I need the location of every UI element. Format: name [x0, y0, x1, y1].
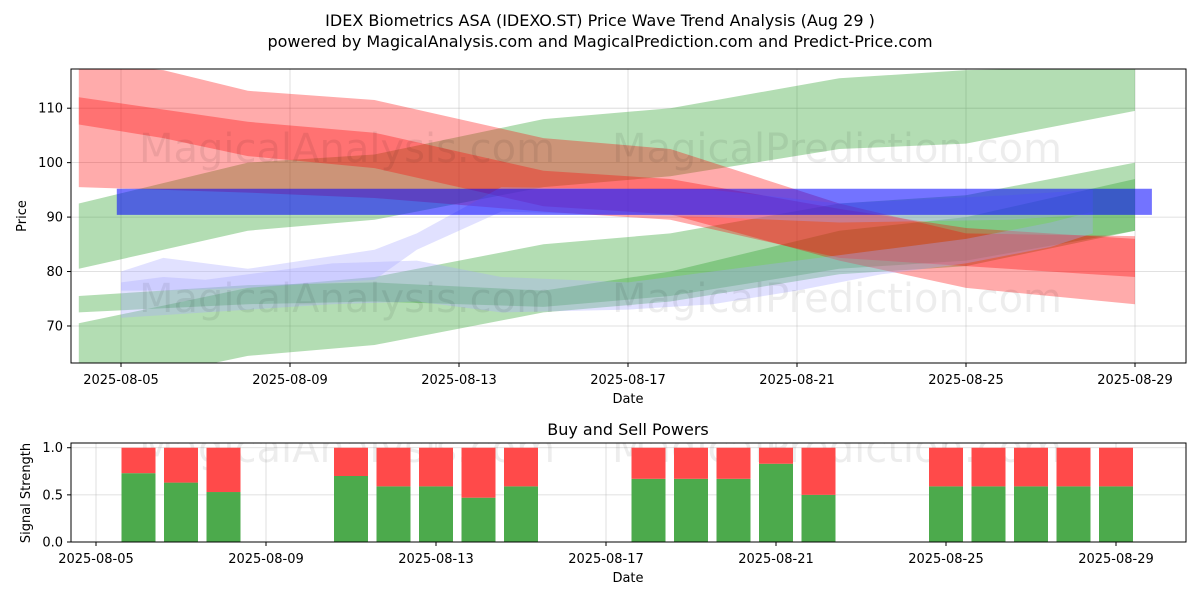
buy-bar: [1056, 486, 1091, 542]
sell-bar: [1099, 447, 1133, 487]
price-x-tick-label: 2025-08-05: [83, 373, 159, 388]
signal-y-tick-label: 0.5: [42, 488, 63, 503]
sell-bar: [674, 447, 708, 479]
price-x-axis-label: Date: [612, 392, 643, 407]
price-y-tick-label: 90: [46, 211, 63, 226]
signal-x-tick-label: 2025-08-09: [228, 552, 304, 567]
figure-title: IDEX Biometrics ASA (IDEXO.ST) Price Wav…: [325, 11, 875, 30]
signal-y-axis: 0.0 0.5 1.0: [42, 441, 71, 551]
buy-bar: [121, 473, 156, 542]
signal-x-tick-label: 2025-08-17: [568, 552, 644, 567]
watermark-text: MagicalPrediction.com: [612, 276, 1062, 322]
signal-x-tick-label: 2025-08-05: [58, 552, 134, 567]
sell-bar: [461, 447, 496, 498]
price-x-tick-label: 2025-08-21: [759, 373, 835, 388]
signal-x-axis: 2025-08-05 2025-08-09 2025-08-13 2025-08-17…: [58, 542, 1154, 567]
buy-bar: [164, 482, 198, 542]
signal-y-tick-label: 0.0: [42, 536, 63, 551]
signal-plot-frame: [70, 442, 1187, 543]
sell-bar: [929, 447, 963, 487]
buy-bar: [334, 476, 368, 542]
watermark-text: MagicalAnalysis.com: [139, 276, 555, 322]
signal-x-axis-label: Date: [612, 571, 643, 586]
sell-bar: [121, 447, 156, 474]
price-band-red: [78, 97, 1135, 277]
price-grid: [71, 69, 1186, 363]
watermark-text: MagicalAnalysis.com: [139, 126, 555, 172]
sell-bar: [759, 447, 793, 464]
signal-x-tick-label: 2025-08-25: [908, 552, 984, 567]
sell-bar: [716, 447, 751, 479]
sell-bar: [164, 447, 198, 483]
buy-bar: [674, 478, 708, 542]
sell-bar: [206, 447, 241, 493]
sell-bar: [1014, 447, 1048, 487]
price-x-tick-label: 2025-08-25: [928, 373, 1004, 388]
watermark-text: MagicalPrediction.com: [612, 126, 1062, 172]
buy-bar: [206, 492, 241, 542]
buy-bar: [971, 486, 1006, 542]
price-band-red: [78, 69, 1135, 305]
signal-y-axis-label: Signal Strength: [19, 443, 34, 543]
price-y-tick-label: 100: [38, 156, 63, 171]
price-x-tick-label: 2025-08-17: [590, 373, 666, 388]
buy-bar: [759, 463, 793, 542]
sell-bar: [971, 447, 1006, 487]
buy-bar: [631, 478, 666, 542]
sell-bar: [334, 447, 368, 476]
price-y-tick-label: 70: [46, 319, 63, 334]
price-bands: [78, 69, 1152, 363]
price-band-blue: [116, 188, 1152, 215]
buy-bar: [461, 497, 496, 542]
signal-x-tick-label: 2025-08-29: [1078, 552, 1154, 567]
buy-bar: [1014, 486, 1048, 542]
buy-bar: [801, 494, 836, 542]
figure-subtitle: powered by MagicalAnalysis.com and Magic…: [267, 32, 932, 51]
price-watermarks: MagicalAnalysis.com MagicalPrediction.com…: [139, 126, 1062, 322]
signal-panel-title: Buy and Sell Powers: [547, 420, 709, 439]
signal-x-tick-label: 2025-08-13: [398, 552, 474, 567]
price-y-tick-label: 80: [46, 265, 63, 280]
buy-bar: [1099, 486, 1133, 542]
price-x-tick-label: 2025-08-29: [1097, 373, 1173, 388]
signal-bars: [121, 447, 1133, 542]
buy-bar: [929, 486, 963, 542]
sell-bar: [631, 447, 666, 479]
price-y-axis-label: Price: [15, 200, 30, 232]
buy-bar: [716, 478, 751, 542]
sell-bar: [1056, 447, 1091, 487]
signal-y-tick-label: 1.0: [42, 441, 63, 456]
price-y-axis: 70 80 90 100 110: [38, 102, 71, 334]
price-x-tick-label: 2025-08-09: [252, 373, 328, 388]
buy-bar: [504, 486, 538, 542]
sell-bar: [504, 447, 538, 487]
buy-bar: [419, 486, 453, 542]
price-band-green: [78, 179, 1135, 313]
signal-x-tick-label: 2025-08-21: [738, 552, 814, 567]
sell-bar: [801, 447, 836, 495]
sell-bar: [419, 447, 453, 487]
price-band-light-blue: [121, 211, 1093, 318]
price-x-tick-label: 2025-08-13: [421, 373, 497, 388]
buy-bar: [376, 486, 411, 542]
price-band-green: [78, 69, 1135, 269]
price-y-tick-label: 110: [38, 102, 63, 117]
price-x-axis: 2025-08-05 2025-08-09 2025-08-13 2025-08-17…: [83, 363, 1173, 388]
sell-bar: [376, 447, 411, 487]
